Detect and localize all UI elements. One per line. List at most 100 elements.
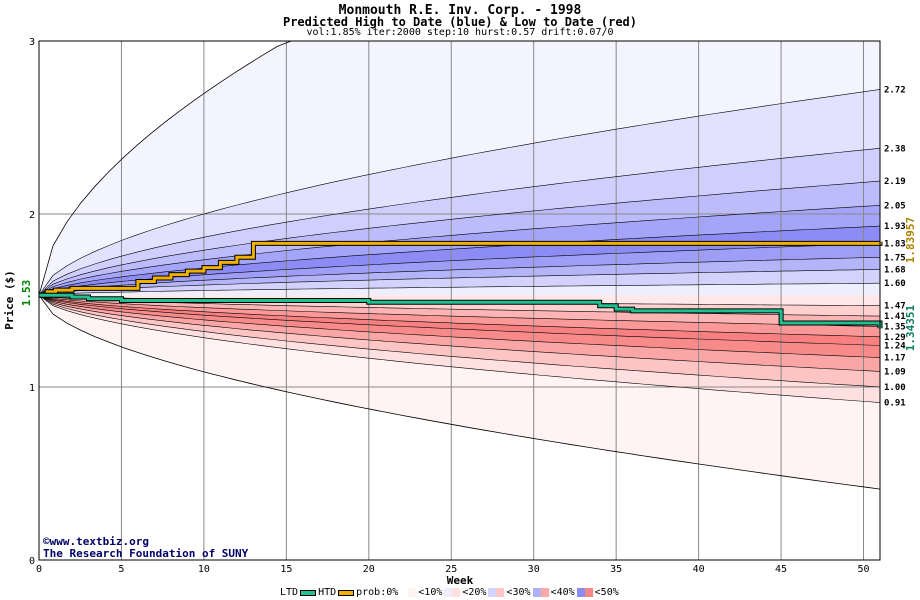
htd-band-6 [39, 243, 880, 296]
right-label-9: 1.47 [884, 302, 906, 312]
right-label-17: 0.91 [884, 399, 906, 409]
htd-band-1 [39, 89, 880, 296]
htd-band-4 [39, 205, 880, 296]
x-tick-50: 50 [857, 564, 869, 575]
ltd-band-7 [39, 295, 880, 387]
htd-band-7 [39, 257, 880, 296]
data-series [39, 240, 883, 329]
htd-quantile-line-4 [38, 225, 881, 296]
legend-ltd-swatch [300, 589, 317, 596]
ltd-quantile-line-4 [38, 295, 881, 346]
y-tick-2: 2 [29, 210, 35, 221]
htd-quantile-line-7 [38, 269, 881, 296]
ltd-band-6 [39, 295, 880, 372]
legend-ltd-label: LTD [280, 587, 299, 598]
chart-legend: LTD HTD prob:0% <10% <20% <30% <40% <50% [280, 587, 619, 598]
right-label-6: 1.75 [884, 253, 906, 263]
right-label-3: 2.05 [884, 201, 906, 211]
ltd-band-3 [39, 295, 880, 337]
htd-series-line [39, 241, 882, 297]
legend-htd-swatch [338, 589, 355, 596]
htd-band-3 [39, 181, 880, 296]
x-tick-30: 30 [528, 564, 540, 575]
x-tick-40: 40 [693, 564, 705, 575]
right-label-7: 1.68 [884, 265, 906, 275]
right-label-2: 2.19 [884, 177, 906, 187]
right-label-10: 1.41 [884, 312, 906, 322]
x-tick-5: 5 [118, 564, 124, 575]
right-label-8: 1.60 [884, 279, 906, 289]
legend-htd-label: HTD [318, 587, 337, 598]
x-tick-10: 10 [198, 564, 210, 575]
legend-20-label: <20% [462, 587, 487, 598]
htd-band-2 [39, 148, 880, 296]
right-label-1: 2.38 [884, 144, 906, 154]
credit-website: ©www.textbiz.org [43, 535, 149, 548]
ltd-probability-bands [39, 295, 880, 490]
legend-swatch-40 [576, 588, 593, 597]
plot-frame [38, 40, 881, 561]
htd-band-0 [39, 41, 880, 296]
x-tick-35: 35 [610, 564, 622, 575]
legend-40-label: <40% [550, 587, 575, 598]
htd-quantile-line-6 [38, 257, 881, 296]
right-label-5: 1.83 [884, 239, 906, 249]
ltd-quantile-line-6 [38, 295, 881, 372]
legend-swatch-30 [532, 588, 549, 597]
htd-final-label: 1.83957 [904, 217, 917, 263]
htd-quantile-line-2 [38, 180, 881, 296]
right-quantile-labels: 2.72 2.38 2.19 2.05 1.93 1.83 1.75 1.68 1.60 1.47… [884, 85, 906, 408]
x-tick-20: 20 [363, 564, 375, 575]
ltd-quantile-line-7 [38, 295, 881, 388]
right-label-16: 1.00 [884, 383, 906, 393]
right-label-13: 1.24 [884, 341, 906, 351]
htd-quantile-line-8 [38, 282, 881, 296]
legend-50-label: <50% [594, 587, 619, 598]
ltd-band-9 [39, 295, 880, 490]
legend-swatch-20 [488, 588, 505, 597]
quantile-lines [38, 40, 881, 490]
ltd-band-5 [39, 295, 880, 358]
legend-10-label: <10% [418, 587, 443, 598]
ltd-envelope-line [38, 295, 881, 490]
htd-probability-bands [39, 41, 880, 296]
x-tick-0: 0 [36, 564, 42, 575]
right-label-4: 1.93 [884, 222, 906, 232]
htd-quantile-line-0 [38, 89, 881, 296]
htd-quantile-line-1 [38, 148, 881, 296]
ltd-quantile-line-5 [38, 295, 881, 358]
ltd-band-2 [39, 295, 880, 327]
start-price-label: 1.53 [20, 280, 33, 307]
ltd-band-4 [39, 295, 880, 346]
htd-quantile-line-3 [38, 205, 881, 296]
right-label-15: 1.09 [884, 367, 906, 377]
legend-swatch-0 [400, 588, 417, 597]
x-tick-15: 15 [280, 564, 292, 575]
ltd-band-8 [39, 295, 880, 403]
credit-organization: The Research Foundation of SUNY [43, 547, 249, 560]
x-tick-45: 45 [775, 564, 787, 575]
y-tick-3: 3 [29, 37, 35, 48]
x-tick-25: 25 [445, 564, 457, 575]
x-axis-label: Week [447, 574, 474, 587]
right-label-11: 1.35 [884, 322, 906, 332]
ltd-quantile-line-3 [38, 295, 881, 338]
htd-band-9 [39, 283, 880, 296]
y-axis-label: Price ($) [3, 270, 16, 330]
chart-title: Monmouth R.E. Inv. Corp. - 1998 [338, 3, 582, 18]
right-label-12: 1.29 [884, 333, 906, 343]
ltd-series-line [39, 293, 882, 329]
simulation-params: vol:1.85% iter:2000 step:10 hurst:0.57 d… [306, 27, 614, 38]
right-label-0: 2.72 [884, 85, 906, 95]
ltd-quantile-line-8 [38, 295, 881, 403]
chart-subtitle: Predicted High to Date (blue) & Low to D… [282, 15, 637, 29]
y-tick-1: 1 [29, 383, 35, 394]
y-tick-0: 0 [29, 556, 35, 567]
legend-30-label: <30% [506, 587, 531, 598]
right-label-14: 1.17 [884, 354, 906, 364]
chart-axes: 0 5 10 15 20 25 30 35 40 45 50 0 1 2 3 [29, 37, 881, 575]
ltd-final-label: 1.34351 [904, 304, 917, 351]
legend-swatch-10 [444, 588, 461, 597]
ltd-quantile-line-2 [38, 295, 881, 327]
